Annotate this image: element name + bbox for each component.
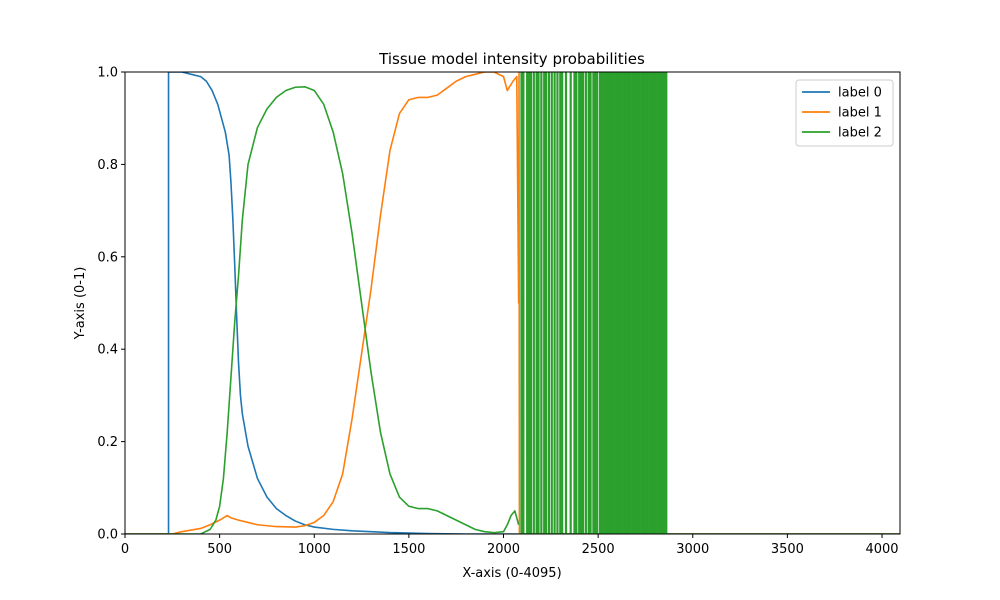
plot-area — [125, 72, 900, 534]
y-tick-label: 1.0 — [97, 66, 118, 81]
y-tick-label: 0.8 — [97, 158, 118, 173]
legend-entry: label 1 — [838, 106, 882, 121]
x-tick-label: 3000 — [676, 542, 709, 557]
x-tick-label: 2500 — [582, 542, 615, 557]
x-tick-label: 1500 — [392, 542, 425, 557]
legend-entry: label 0 — [838, 86, 882, 101]
x-tick-label: 4000 — [865, 542, 898, 557]
series-group — [125, 72, 900, 534]
axes: 0 500 1000 1500 2000 2500 3000 3500 4000 0.0 0.2 0.… — [97, 66, 901, 557]
legend-box — [795, 79, 894, 147]
x-tick-label: 0 — [121, 542, 129, 557]
x-tick-label: 3500 — [771, 542, 804, 557]
series-line-label-0 — [125, 72, 900, 534]
x-tick-label: 2000 — [487, 542, 520, 557]
axes-frame — [124, 71, 901, 535]
legend: label 0 label 1 label 2 — [795, 79, 894, 147]
series-line-label-2 — [125, 85, 520, 534]
x-axis-label: X-axis (0-4095) — [462, 566, 561, 581]
y-tick-label: 0.4 — [97, 343, 118, 358]
y-tick-label: 0.2 — [97, 435, 118, 450]
y-axis-label: Y-axis (0-1) — [73, 267, 88, 341]
x-tick-label: 500 — [207, 542, 232, 557]
chart-title: Tissue model intensity probabilities — [378, 50, 645, 68]
x-tick-label: 1000 — [298, 542, 331, 557]
legend-entry: label 2 — [838, 126, 882, 141]
y-tick-label: 0.0 — [97, 528, 118, 543]
series-line-label-1 — [125, 72, 900, 534]
y-tick-label: 0.6 — [97, 250, 118, 265]
